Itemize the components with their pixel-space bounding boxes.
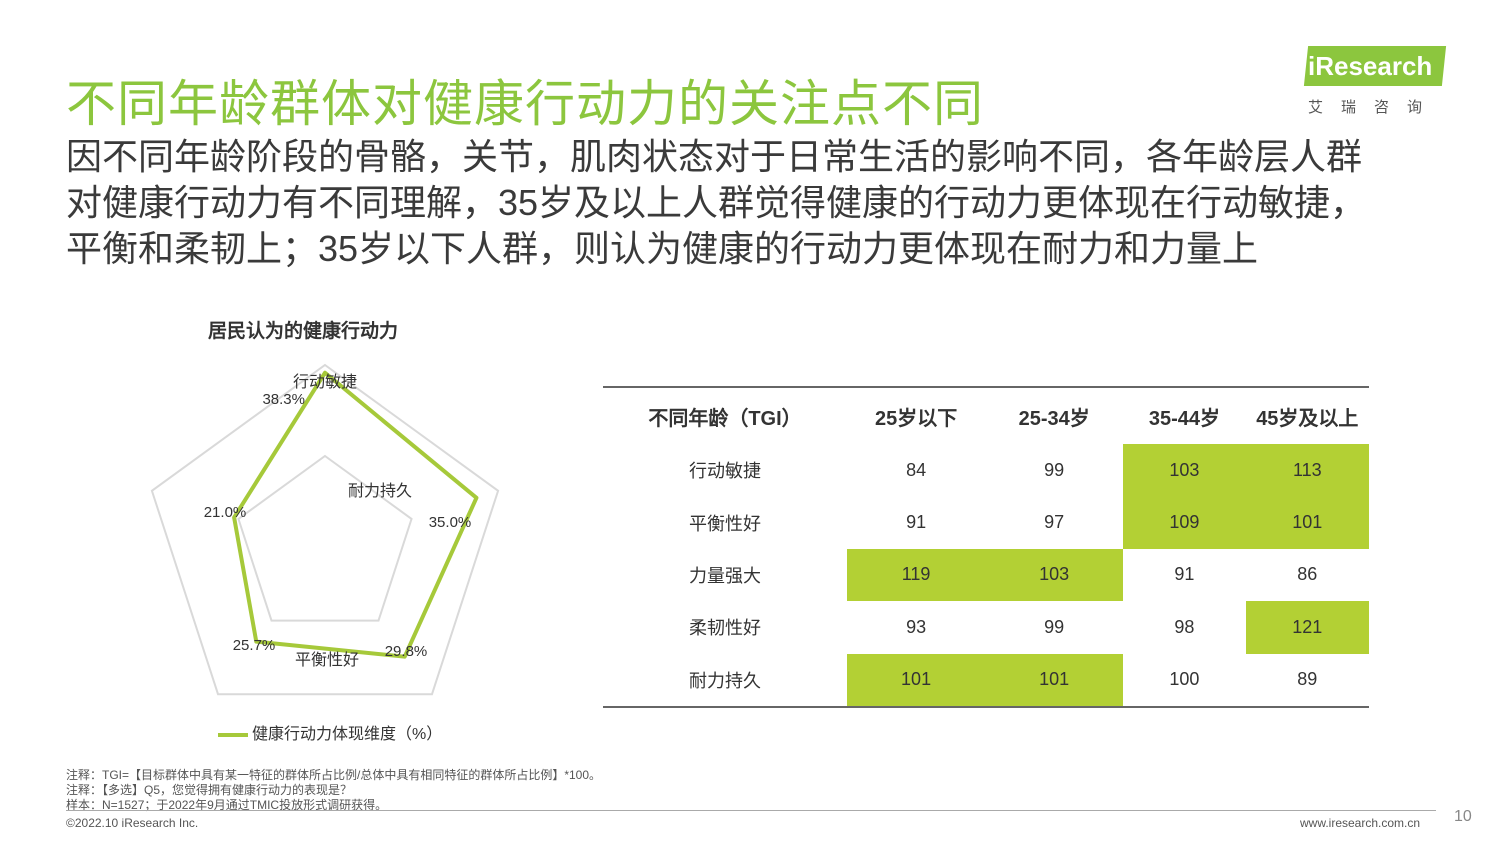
page-subtitle: 因不同年龄阶段的骨骼，关节，肌肉状态对于日常生活的影响不同，各年龄层人群 对健康… bbox=[66, 134, 1446, 272]
table-body: 行动敏捷 84 99 103 113 平衡性好 91 97 109 101 力量强大 119 103 91… bbox=[603, 444, 1369, 707]
table-row-label: 行动敏捷 bbox=[689, 461, 762, 482]
table-cell: 100 bbox=[1169, 669, 1200, 690]
radar-value-label: 29.8% bbox=[385, 643, 428, 660]
table-row-label: 耐力持久 bbox=[689, 670, 762, 691]
table-row: 平衡性好 91 97 109 101 bbox=[603, 496, 1369, 549]
table-cell: 103 bbox=[1123, 444, 1246, 497]
radar-value-label: 25.7% bbox=[233, 637, 276, 654]
radar-legend: 健康行动力体现维度（%） bbox=[218, 720, 442, 744]
footnote: 注释：【多选】Q5，您觉得拥有健康行动力的表现是？ bbox=[66, 783, 353, 797]
table-header-cell: 25-34岁 bbox=[1018, 407, 1090, 430]
copyright: ©2022.10 iResearch Inc. bbox=[66, 816, 199, 830]
table-header-cell: 35-44岁 bbox=[1148, 407, 1220, 430]
table-row: 力量强大 119 103 91 86 bbox=[603, 548, 1369, 602]
table-header-row: 不同年龄（TGI） 25岁以下 25-34岁 35-44岁 45岁及以上 bbox=[603, 387, 1369, 444]
radar-grid-ring bbox=[237, 454, 413, 622]
radar-value-label: 38.3% bbox=[262, 391, 305, 408]
subtitle-line: 对健康行动力有不同理解，35岁及以上人群觉得健康的行动力更体现在行动敏捷， bbox=[66, 182, 1367, 223]
subtitle-line: 平衡和柔韧上；35岁以下人群，则认为健康的行动力更体现在耐力和力量上 bbox=[66, 228, 1259, 269]
table-cell: 99 bbox=[1044, 459, 1065, 480]
table-header-cell: 不同年龄（TGI） bbox=[648, 407, 802, 430]
radar-value-label: 21.0% bbox=[204, 504, 247, 521]
table-cell: 119 bbox=[847, 548, 986, 602]
page-number: 10 bbox=[1454, 808, 1472, 825]
logo-cn-text: 艾瑞咨询 bbox=[1308, 99, 1441, 116]
radar-value-label: 35.0% bbox=[429, 514, 472, 531]
radar-chart: 行动敏捷38.3%耐力持久35.0%平衡性好29.8%柔韧性好25.7%力量强大… bbox=[150, 363, 500, 696]
page-title: 不同年龄群体对健康行动力的关注点不同 bbox=[66, 76, 984, 132]
radar-category-label: 平衡性好 bbox=[295, 651, 359, 669]
radar-chart-title: 居民认为的健康行动力 bbox=[208, 321, 399, 342]
radar-category-label: 耐力持久 bbox=[348, 482, 412, 500]
legend-label: 健康行动力体现维度（%） bbox=[252, 726, 443, 743]
website-link[interactable]: www.iresearch.com.cn bbox=[1300, 816, 1421, 830]
tgi-table: 不同年龄（TGI） 25岁以下 25-34岁 35-44岁 45岁及以上 行动敏… bbox=[603, 386, 1369, 708]
radar-series-line bbox=[232, 370, 479, 659]
table-cell: 86 bbox=[1297, 564, 1318, 585]
table-row-label: 柔韧性好 bbox=[689, 618, 762, 639]
logo-text: iResearch bbox=[1308, 51, 1433, 81]
table-row: 行动敏捷 84 99 103 113 bbox=[603, 444, 1369, 497]
table-cell: 101 bbox=[1245, 496, 1369, 549]
table-cell: 113 bbox=[1245, 444, 1369, 497]
table-cell: 91 bbox=[906, 512, 927, 533]
table-row-label: 平衡性好 bbox=[689, 513, 762, 534]
table-cell: 101 bbox=[847, 653, 986, 707]
table-cell: 121 bbox=[1245, 601, 1369, 654]
table-cell: 109 bbox=[1123, 496, 1246, 549]
footer-divider bbox=[66, 810, 1436, 811]
table-row-label: 力量强大 bbox=[689, 565, 762, 586]
table-cell: 103 bbox=[985, 548, 1124, 602]
footnote: 样本：N=1527；于2022年9月通过TMIC投放形式调研获得。 bbox=[66, 798, 388, 812]
footnote: 注释：TGI=【目标群体中具有某一特征的群体所占比例/总体中具有相同特征的群体所… bbox=[66, 768, 602, 782]
table-cell: 97 bbox=[1044, 512, 1065, 533]
table-cell: 89 bbox=[1297, 669, 1318, 690]
radar-grid-ring bbox=[150, 363, 500, 696]
table-header-cell: 25岁以下 bbox=[874, 407, 958, 430]
footnotes: 注释：TGI=【目标群体中具有某一特征的群体所占比例/总体中具有相同特征的群体所… bbox=[66, 768, 601, 813]
radar-category-label: 行动敏捷 bbox=[293, 373, 357, 391]
legend-swatch bbox=[218, 732, 248, 737]
table-cell: 93 bbox=[906, 616, 927, 637]
table-cell: 84 bbox=[906, 459, 927, 480]
table-header-cell: 45岁及以上 bbox=[1256, 407, 1359, 430]
table-cell: 91 bbox=[1174, 564, 1195, 585]
table-cell: 98 bbox=[1174, 616, 1195, 637]
table-row: 耐力持久 101 101 100 89 bbox=[603, 653, 1369, 707]
table-cell: 99 bbox=[1044, 616, 1065, 637]
table-cell: 101 bbox=[985, 653, 1124, 707]
subtitle-line: 因不同年龄阶段的骨骼，关节，肌肉状态对于日常生活的影响不同，各年龄层人群 bbox=[66, 136, 1363, 177]
table-row: 柔韧性好 93 99 98 121 bbox=[603, 601, 1369, 654]
iresearch-logo: iResearch 艾瑞咨询 bbox=[1298, 46, 1458, 118]
